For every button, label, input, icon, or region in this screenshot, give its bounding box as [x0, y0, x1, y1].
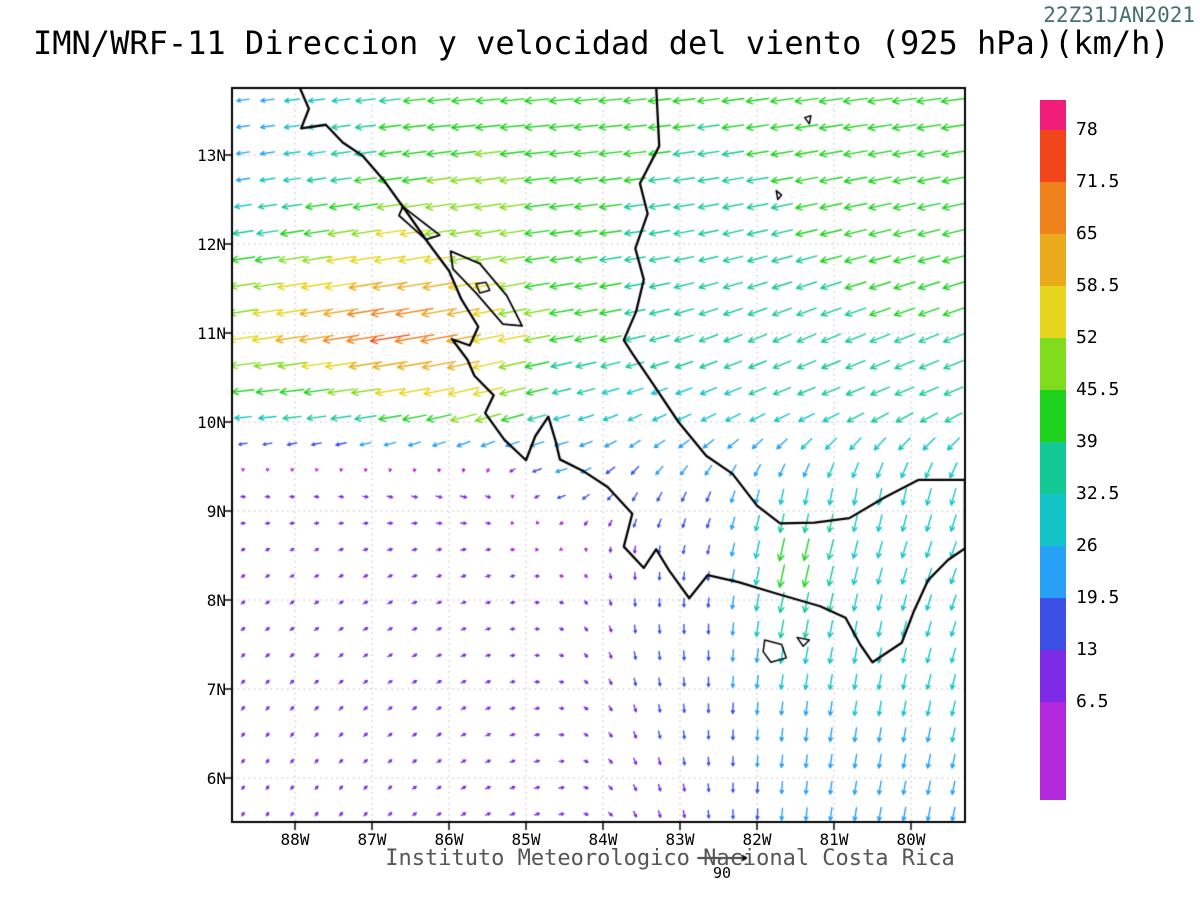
footer-credit: Instituto Meteorologico Nacional Costa R…: [385, 846, 955, 871]
colorbar-segment: [1040, 338, 1066, 390]
colorbar-segment: [1040, 100, 1066, 130]
colorbar-tick-label: 45.5: [1076, 379, 1120, 400]
lat-tick-label: 7N: [206, 680, 226, 699]
colorbar-tick-label: 26: [1076, 535, 1098, 556]
lat-tick-label: 8N: [206, 591, 226, 610]
lon-tick-label: 82W: [742, 830, 772, 849]
colorbar-tick-label: 19.5: [1076, 587, 1120, 608]
colorbar-tick-label: 39: [1076, 431, 1098, 452]
lon-tick-label: 80W: [896, 830, 926, 849]
colorbar-segment: [1040, 130, 1066, 182]
colorbar-segment: [1040, 546, 1066, 598]
colorbar-segment: [1040, 494, 1066, 546]
wind-speed-colorbar: [1040, 100, 1066, 800]
lon-tick-label: 84W: [588, 830, 618, 849]
colorbar-segment: [1040, 182, 1066, 234]
lon-tick-label: 85W: [511, 830, 541, 849]
colorbar-tick-label: 6.5: [1076, 691, 1109, 712]
colorbar-tick-label: 32.5: [1076, 483, 1120, 504]
lat-tick-label: 6N: [206, 769, 226, 788]
lon-tick-label: 81W: [819, 830, 849, 849]
colorbar-segment: [1040, 650, 1066, 702]
lon-tick-label: 83W: [665, 830, 695, 849]
colorbar-tick-label: 13: [1076, 639, 1098, 660]
reference-vector-value: 90: [712, 864, 732, 882]
colorbar-segment: [1040, 390, 1066, 442]
colorbar-tick-label: 65: [1076, 223, 1098, 244]
colorbar-tick-label: 78: [1076, 119, 1098, 140]
chart-title: IMN/WRF-11 Direccion y velocidad del vie…: [33, 24, 1170, 62]
lat-tick-label: 9N: [206, 502, 226, 521]
lon-tick-label: 86W: [434, 830, 464, 849]
lat-tick-label: 12N: [197, 235, 226, 254]
colorbar-tick-label: 52: [1076, 327, 1098, 348]
lat-tick-label: 13N: [197, 146, 226, 165]
lon-tick-label: 87W: [357, 830, 387, 849]
colorbar-segment: [1040, 234, 1066, 286]
lat-tick-label: 10N: [197, 413, 226, 432]
colorbar-segment: [1040, 702, 1066, 800]
lat-tick-label: 11N: [197, 324, 226, 343]
colorbar-segment: [1040, 286, 1066, 338]
valid-time-label: 22Z31JAN2021: [1043, 3, 1195, 27]
colorbar-segment: [1040, 598, 1066, 650]
colorbar-tick-label: 58.5: [1076, 275, 1120, 296]
colorbar-segment: [1040, 442, 1066, 494]
lon-tick-label: 88W: [280, 830, 310, 849]
colorbar-tick-label: 71.5: [1076, 171, 1120, 192]
